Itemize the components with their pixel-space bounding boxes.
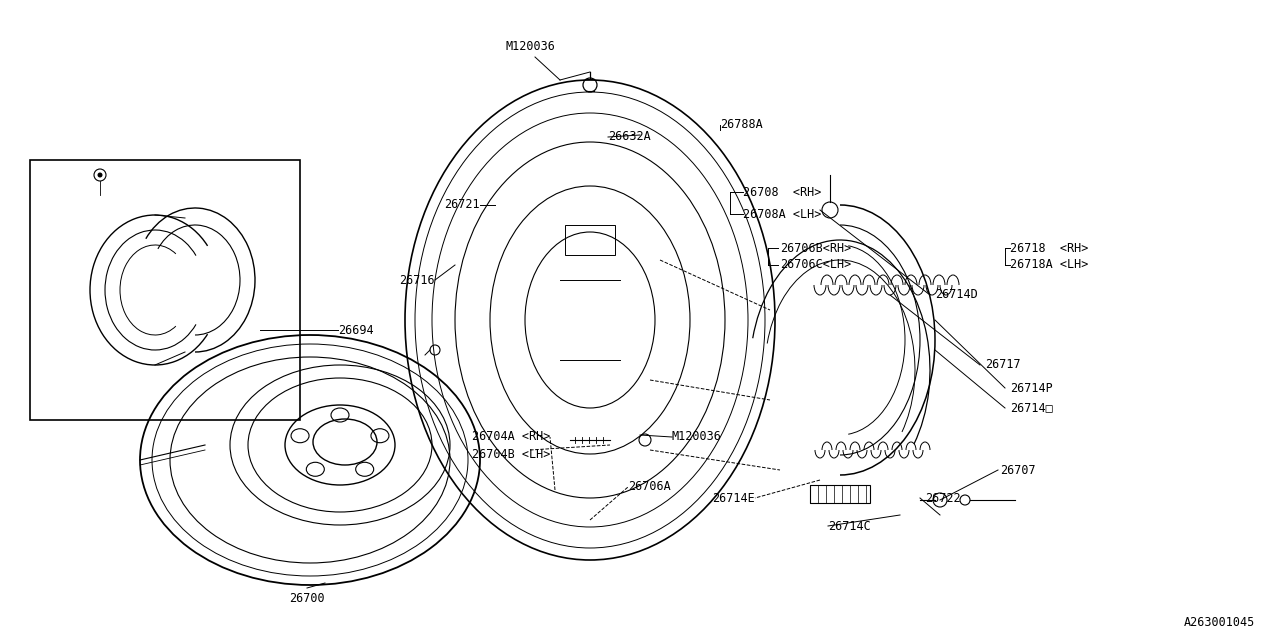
Bar [29, 160, 300, 420]
Text: 26694: 26694 [338, 323, 374, 337]
Text: 26706C<LH>: 26706C<LH> [780, 259, 851, 271]
Text: 26704B <LH>: 26704B <LH> [471, 449, 550, 461]
Text: M120036: M120036 [506, 40, 556, 52]
Text: 26714E: 26714E [712, 492, 755, 504]
Text: 26718  <RH>: 26718 <RH> [1010, 241, 1088, 255]
Text: 26707: 26707 [1000, 463, 1036, 477]
Text: 26708  <RH>: 26708 <RH> [742, 186, 822, 198]
Circle shape [97, 173, 102, 177]
Text: 26700: 26700 [289, 591, 325, 605]
Text: 26708A <LH>: 26708A <LH> [742, 207, 822, 221]
Text: 26716: 26716 [399, 273, 435, 287]
Bar [564, 225, 614, 255]
Text: 26714D: 26714D [934, 289, 978, 301]
Text: 26714C: 26714C [828, 520, 870, 532]
Text: 26706B<RH>: 26706B<RH> [780, 241, 851, 255]
Text: 26721: 26721 [444, 198, 480, 211]
Bar [810, 485, 870, 503]
Text: 26714□: 26714□ [1010, 401, 1052, 415]
Text: A263001045: A263001045 [1184, 616, 1254, 628]
Text: 26722: 26722 [925, 492, 960, 504]
Text: M120036: M120036 [672, 431, 722, 444]
Text: 26714P: 26714P [1010, 381, 1052, 394]
Text: 26706A: 26706A [628, 481, 671, 493]
Text: 26788A: 26788A [719, 118, 763, 131]
Text: 26718A <LH>: 26718A <LH> [1010, 259, 1088, 271]
Text: 26704A <RH>: 26704A <RH> [471, 431, 550, 444]
Text: 26717: 26717 [986, 358, 1020, 371]
Text: 26632A: 26632A [608, 131, 650, 143]
